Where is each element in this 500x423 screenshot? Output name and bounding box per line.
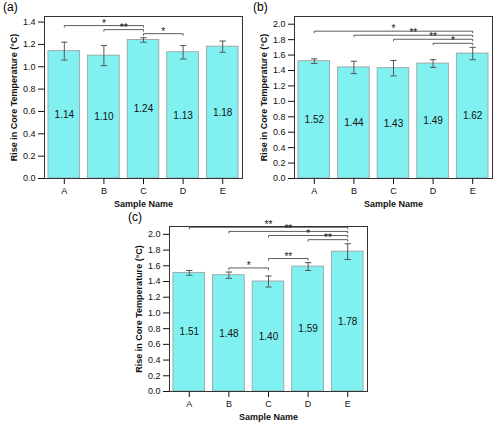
svg-text:1.49: 1.49: [423, 115, 443, 126]
svg-text:0.0: 0.0: [23, 173, 36, 183]
svg-text:0.4: 0.4: [273, 143, 286, 153]
svg-text:1.2: 1.2: [23, 39, 36, 49]
svg-text:Rise in Core Temperature (°C): Rise in Core Temperature (°C): [259, 34, 269, 161]
svg-text:1.52: 1.52: [305, 114, 325, 125]
html-text:(a): (a): [3, 0, 18, 14]
svg-text:*: *: [161, 26, 165, 37]
svg-text:0.8: 0.8: [148, 324, 161, 334]
svg-text:**: **: [284, 251, 292, 262]
svg-text:0.2: 0.2: [273, 158, 286, 168]
svg-text:D: D: [305, 399, 312, 409]
html-text:(b): (b): [253, 0, 268, 14]
svg-text:*: *: [247, 260, 251, 271]
svg-text:1.24: 1.24: [134, 103, 154, 114]
svg-text:**: **: [265, 219, 273, 230]
svg-text:1.43: 1.43: [384, 118, 404, 129]
svg-text:1.40: 1.40: [259, 331, 279, 342]
svg-text:0.6: 0.6: [148, 339, 161, 349]
svg-text:1.78: 1.78: [338, 316, 358, 327]
svg-text:*: *: [102, 18, 106, 29]
svg-text:**: **: [324, 232, 332, 243]
svg-text:1.6: 1.6: [148, 261, 161, 271]
svg-text:B: B: [351, 186, 357, 196]
svg-text:1.59: 1.59: [298, 323, 318, 334]
svg-text:1.18: 1.18: [213, 107, 233, 118]
svg-text:Sample Name: Sample Name: [239, 412, 298, 422]
svg-text:*: *: [392, 23, 396, 34]
svg-text:0.0: 0.0: [148, 386, 161, 396]
svg-text:0.2: 0.2: [23, 151, 36, 161]
svg-text:1.0: 1.0: [148, 308, 161, 318]
svg-text:1.48: 1.48: [219, 328, 239, 339]
svg-text:B: B: [226, 399, 232, 409]
svg-text:0.6: 0.6: [273, 127, 286, 137]
svg-text:0.2: 0.2: [148, 371, 161, 381]
svg-text:1.51: 1.51: [180, 326, 200, 337]
svg-text:**: **: [409, 27, 417, 38]
svg-text:**: **: [120, 22, 128, 33]
svg-text:1.62: 1.62: [463, 110, 483, 121]
svg-text:1.4: 1.4: [273, 65, 286, 75]
svg-text:**: **: [284, 223, 292, 234]
svg-text:*: *: [306, 228, 310, 239]
svg-text:1.14: 1.14: [55, 109, 75, 120]
svg-text:E: E: [345, 399, 351, 409]
svg-text:E: E: [470, 186, 476, 196]
svg-text:Sample Name: Sample Name: [364, 199, 423, 209]
svg-text:2.0: 2.0: [273, 19, 286, 29]
svg-text:1.44: 1.44: [344, 117, 364, 128]
svg-text:0.0: 0.0: [273, 173, 286, 183]
svg-text:1.2: 1.2: [148, 292, 161, 302]
svg-text:1.8: 1.8: [148, 245, 161, 255]
svg-text:C: C: [390, 186, 397, 196]
svg-text:D: D: [430, 186, 437, 196]
svg-text:**: **: [429, 31, 437, 42]
svg-text:1.10: 1.10: [94, 111, 114, 122]
svg-text:C: C: [265, 399, 272, 409]
svg-text:E: E: [220, 186, 226, 196]
html-text:(c): (c): [128, 210, 142, 224]
svg-text:A: A: [61, 186, 67, 196]
svg-text:1.13: 1.13: [173, 110, 193, 121]
svg-text:A: A: [311, 186, 317, 196]
svg-text:1.0: 1.0: [273, 96, 286, 106]
svg-text:0.8: 0.8: [23, 84, 36, 94]
svg-text:Sample Name: Sample Name: [114, 199, 173, 209]
svg-text:1.2: 1.2: [273, 81, 286, 91]
svg-text:Rise in Core Temperature (°C): Rise in Core Temperature (°C): [134, 245, 144, 372]
svg-text:0.4: 0.4: [23, 129, 36, 139]
svg-text:1.4: 1.4: [23, 17, 36, 27]
svg-text:0.4: 0.4: [148, 355, 161, 365]
svg-text:0.6: 0.6: [23, 106, 36, 116]
svg-text:D: D: [180, 186, 187, 196]
svg-text:Rise in Core Temperature (°C): Rise in Core Temperature (°C): [9, 34, 19, 161]
svg-text:B: B: [101, 186, 107, 196]
svg-text:1.8: 1.8: [273, 35, 286, 45]
svg-text:1.6: 1.6: [273, 50, 286, 60]
svg-text:C: C: [140, 186, 147, 196]
svg-text:2.0: 2.0: [148, 229, 161, 239]
svg-text:0.8: 0.8: [273, 112, 286, 122]
svg-text:1.4: 1.4: [148, 276, 161, 286]
svg-text:*: *: [451, 35, 455, 46]
svg-text:A: A: [186, 399, 192, 409]
svg-text:1.0: 1.0: [23, 62, 36, 72]
